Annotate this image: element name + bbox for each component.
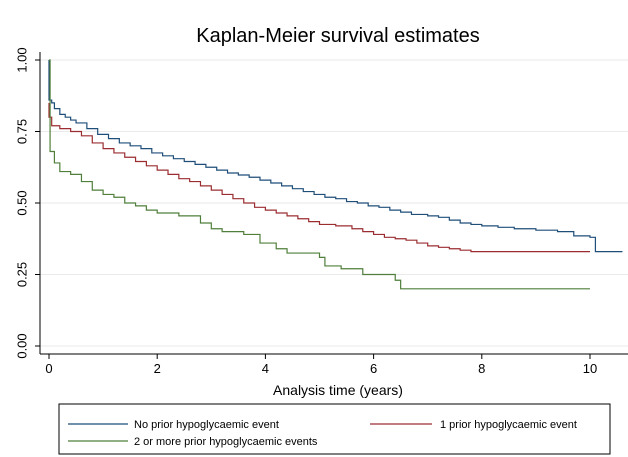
x-tick-label: 10 bbox=[583, 361, 597, 376]
x-tick-label: 6 bbox=[370, 361, 377, 376]
y-tick-label: 0.00 bbox=[14, 333, 29, 358]
series-line-1 bbox=[48, 60, 623, 253]
x-axis-label: Analysis time (years) bbox=[273, 382, 403, 398]
legend: No prior hypoglycaemic event 1 prior hypo… bbox=[68, 419, 577, 448]
y-axis-ticks: 0.00 0.25 0.50 0.75 1.00 bbox=[14, 47, 40, 359]
legend-box bbox=[58, 403, 611, 455]
y-tick-label: 0.50 bbox=[14, 190, 29, 215]
gridlines bbox=[40, 59, 628, 347]
x-tick-label: 2 bbox=[154, 361, 161, 376]
x-tick-label: 8 bbox=[478, 361, 485, 376]
x-axis-ticks: 0 2 4 6 8 10 bbox=[45, 354, 597, 376]
series-line-2 bbox=[48, 102, 590, 253]
legend-label-2: 1 prior hypoglycaemic event bbox=[440, 419, 577, 431]
y-tick-label: 0.25 bbox=[14, 262, 29, 287]
series-line-3 bbox=[49, 59, 590, 290]
x-tick-label: 0 bbox=[45, 361, 52, 376]
x-tick-label: 4 bbox=[262, 361, 269, 376]
legend-label-3: 2 or more prior hypoglycaemic events bbox=[134, 436, 318, 448]
legend-label-1: No prior hypoglycaemic event bbox=[134, 419, 279, 431]
y-tick-label: 1.00 bbox=[14, 47, 29, 72]
y-tick-label: 0.75 bbox=[14, 119, 29, 144]
chart-title: Kaplan-Meier survival estimates bbox=[196, 25, 479, 47]
series-lines bbox=[48, 59, 623, 290]
